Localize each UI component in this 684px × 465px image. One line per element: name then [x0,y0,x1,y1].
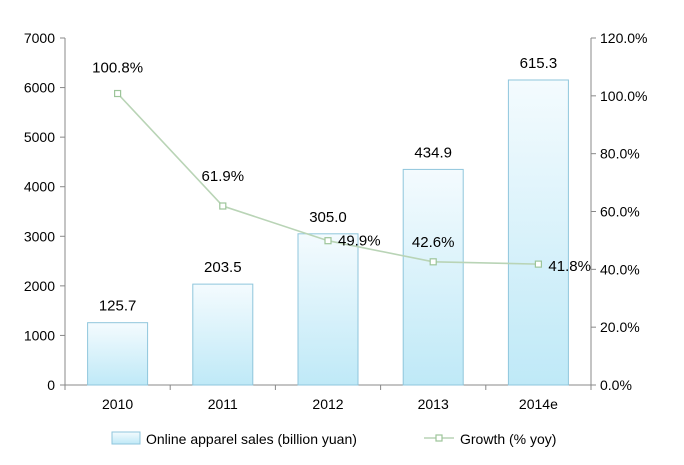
bar [297,233,359,386]
left-tick-label: 0 [47,377,55,393]
right-tick-label: 40.0% [600,261,640,277]
growth-point [113,89,122,98]
bar-data-label: 615.3 [520,55,558,72]
x-tick-label: 2014e [519,396,558,412]
growth-data-label: 41.8% [548,258,591,275]
bar-data-label: 203.5 [204,259,242,276]
growth-point [429,258,437,266]
bar [402,168,464,386]
bar [507,79,569,386]
left-tick-label: 1000 [24,327,55,343]
growth-data-label: 49.9% [338,233,381,250]
growth-data-label: 61.9% [202,168,245,185]
bar [192,283,254,386]
x-tick-label: 2012 [312,396,343,412]
bar-series [87,79,569,386]
legend-bar-swatch [111,431,141,445]
right-tick-label: 60.0% [600,204,640,220]
growth-point [324,237,332,245]
bar-data-label: 125.7 [99,298,137,315]
x-tick-label: 2010 [102,396,133,412]
growth-data-label: 42.6% [412,234,455,251]
growth-point [219,202,227,210]
left-tick-label: 3000 [24,228,55,244]
legend-line-marker [435,434,443,442]
right-tick-label: 20.0% [600,319,640,335]
growth-point [534,260,543,268]
left-tick-label: 7000 [24,30,55,46]
right-tick-label: 0.0% [600,377,632,393]
bar-data-label: 434.9 [414,144,452,161]
right-tick-label: 120.0% [600,30,647,46]
legend-line-label: Growth (% yoy) [460,431,556,447]
x-tick-label: 2011 [208,396,238,412]
legend-bar-label: Online apparel sales (billion yuan) [146,431,357,447]
bar [87,322,149,386]
left-tick-label: 2000 [24,278,55,294]
left-tick-label: 6000 [24,80,55,96]
left-tick-label: 5000 [24,129,55,145]
right-tick-label: 80.0% [600,146,640,162]
x-tick-label: 2013 [418,396,449,412]
right-tick-label: 100.0% [600,88,647,104]
bar-data-label: 305.0 [309,209,347,226]
growth-data-label: 100.8% [92,60,143,77]
axes: 0 1000 2000 3000 4000 5000 6000 7000 0.0% 20.0% 40… [24,30,648,412]
left-tick-label: 4000 [24,179,55,195]
line-series [113,89,543,268]
legend: Online apparel sales (billion yuan) Grow… [111,431,556,447]
data-labels: 125.7 203.5 305.0 434.9 615.3 100.8% 61.9% 49.9… [92,55,591,315]
